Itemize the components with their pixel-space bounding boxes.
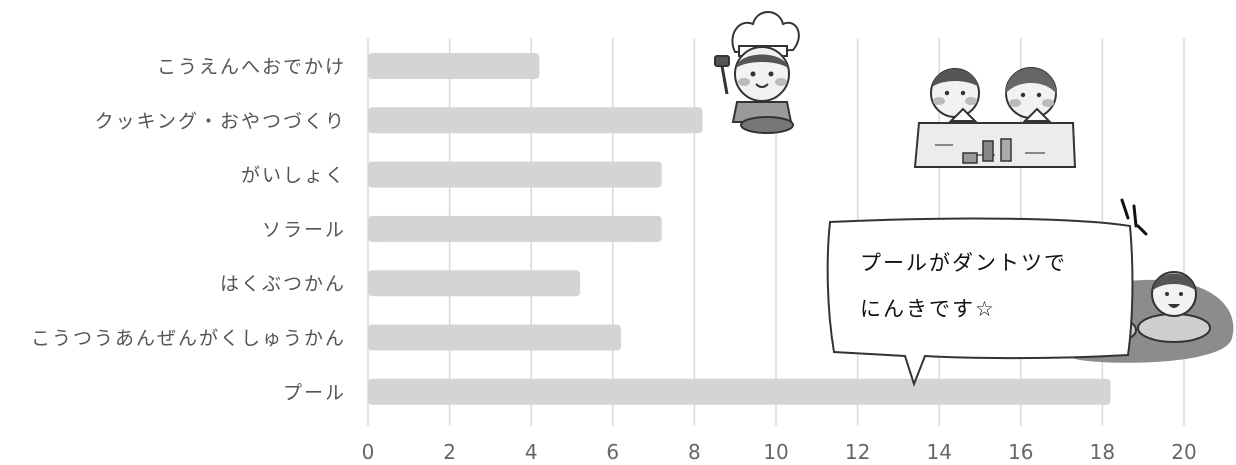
x-tick-labels: 0 2 4 6 8 10 12 14 16 18 20 (362, 440, 1197, 464)
speech-bubble: プールがダントツで にんきです☆ (826, 198, 1148, 387)
bar (368, 324, 621, 351)
bar (368, 53, 540, 79)
bar (368, 107, 703, 134)
x-tick-label: 8 (688, 440, 701, 464)
bars (368, 53, 1111, 405)
bar (368, 215, 662, 242)
bar (368, 270, 581, 297)
picnic-children-illustration (913, 67, 1077, 168)
category-label: こうつうあんぜんがくしゅうかん (31, 328, 346, 350)
x-tick-label: 10 (763, 440, 788, 464)
x-tick-label: 14 (926, 440, 951, 464)
x-tick-label: 6 (606, 440, 619, 464)
chef-child-illustration (714, 11, 800, 134)
bar (368, 378, 1111, 405)
category-labels: こうえんへおでかけクッキング・おやつづくりがいしょくソラールはくぶつかんこうつう… (31, 56, 346, 404)
category-label: ソラール (262, 219, 346, 241)
category-label: プール (283, 382, 346, 404)
annotation-line-1: プールがダントツで (860, 251, 1067, 275)
x-tick-label: 0 (362, 440, 375, 464)
x-tick-label: 2 (443, 440, 456, 464)
x-tick-label: 4 (525, 440, 538, 464)
category-label: こうえんへおでかけ (157, 56, 346, 78)
category-label: はくぶつかん (220, 273, 346, 295)
category-label: クッキング・おやつづくり (95, 110, 346, 132)
bar (368, 161, 662, 188)
category-label: がいしょく (241, 165, 346, 187)
x-tick-label: 20 (1171, 440, 1196, 464)
x-tick-label: 16 (1008, 440, 1033, 464)
x-tick-label: 18 (1090, 440, 1115, 464)
annotation-line-2: にんきです☆ (860, 297, 996, 321)
x-tick-label: 12 (845, 440, 870, 464)
